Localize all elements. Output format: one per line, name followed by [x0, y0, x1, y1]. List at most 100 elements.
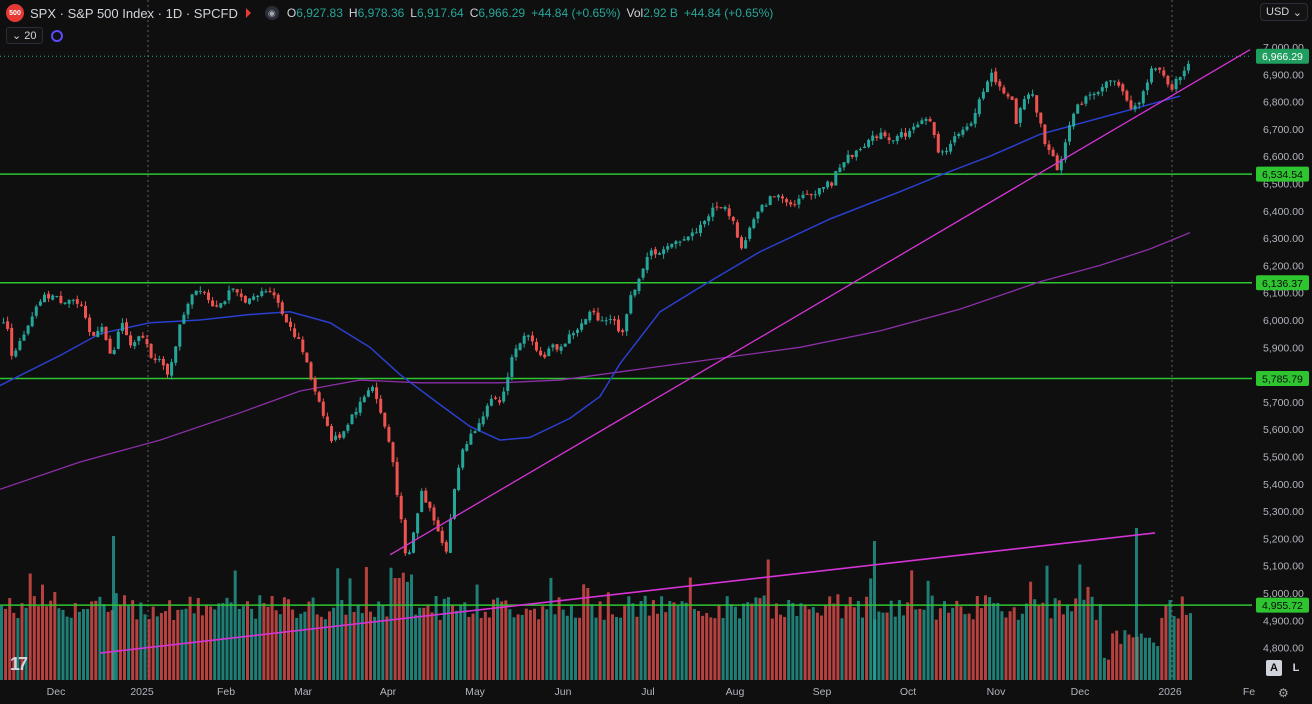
- candle-body: [432, 507, 436, 521]
- candle-body: [998, 81, 1002, 87]
- candle-body: [461, 449, 465, 468]
- volume-bar: [811, 607, 815, 680]
- candle-body: [916, 124, 920, 128]
- candle-body: [703, 220, 707, 225]
- volume-bar: [348, 578, 352, 680]
- candle-body: [871, 135, 875, 141]
- candle-body: [1100, 87, 1104, 92]
- flag-icon[interactable]: [245, 8, 251, 18]
- x-axis-tick: 2025: [130, 686, 154, 698]
- sma-long-line: [0, 232, 1191, 490]
- candle-body: [289, 321, 292, 328]
- y-axis-tick: 5,700.00: [1263, 397, 1304, 409]
- symbol-title[interactable]: SPX · S&P 500 Index · 1D · SPCFD: [30, 5, 238, 21]
- candle-body: [1022, 99, 1026, 110]
- candle-body: [387, 426, 391, 442]
- volume-bar: [401, 572, 405, 680]
- volume-bar: [676, 605, 680, 680]
- volume-bar: [123, 595, 126, 680]
- candle-body: [371, 386, 374, 391]
- y-axis-tick: 5,000.00: [1263, 588, 1304, 600]
- candle-body: [1178, 77, 1182, 81]
- visibility-icon[interactable]: ◉: [264, 6, 279, 20]
- candle-body: [178, 324, 182, 347]
- volume-bar: [967, 613, 971, 680]
- volume-bar: [258, 595, 262, 680]
- volume-bar: [483, 611, 487, 680]
- candle-body: [157, 358, 161, 360]
- volume-bar: [492, 599, 495, 680]
- candle-body: [797, 198, 801, 205]
- candle-body: [834, 171, 838, 186]
- volume-bar: [32, 596, 36, 680]
- x-axis-tick: Apr: [380, 686, 397, 698]
- volume-bar: [463, 602, 467, 680]
- auto-scale-button[interactable]: A: [1266, 660, 1282, 676]
- candle-body: [1141, 91, 1145, 104]
- price-label: 6,966.29: [1262, 51, 1303, 63]
- volume-bar: [336, 568, 340, 680]
- indicator-toggle[interactable]: ⌄ 20: [6, 27, 43, 44]
- volume-bar: [479, 617, 483, 680]
- candle-body: [576, 329, 579, 333]
- candle-body: [842, 162, 846, 168]
- volume-bar: [65, 616, 69, 680]
- volume-bar: [319, 616, 323, 680]
- volume-bar: [840, 618, 844, 680]
- currency-select[interactable]: USD ⌄: [1260, 3, 1308, 21]
- y-axis-tick: 6,100.00: [1263, 288, 1304, 300]
- candle-body: [1080, 103, 1084, 105]
- gear-icon[interactable]: ⚙: [1278, 686, 1289, 700]
- volume-bar: [135, 619, 139, 680]
- volume-bar: [1029, 581, 1033, 680]
- volume-bar: [635, 616, 639, 680]
- candle-body: [518, 343, 522, 350]
- candle-body: [481, 416, 485, 425]
- volume-bar: [442, 598, 446, 680]
- volume-bar: [688, 577, 692, 680]
- volume-bar: [770, 618, 774, 680]
- volume-bar: [565, 615, 569, 680]
- tradingview-logo[interactable]: 17: [10, 654, 28, 674]
- candle-body: [141, 335, 145, 338]
- volume-bar: [1111, 633, 1115, 680]
- log-scale-button[interactable]: L: [1292, 662, 1300, 674]
- volume-bar: [877, 611, 881, 680]
- candle-body: [945, 151, 948, 153]
- candle-body: [686, 236, 690, 241]
- volume-bar: [528, 610, 532, 680]
- price-label-box: [1256, 166, 1309, 182]
- y-axis-tick: 5,500.00: [1263, 452, 1304, 464]
- y-axis-tick: 6,300.00: [1263, 233, 1304, 245]
- candle-body: [608, 318, 612, 320]
- candle-body: [375, 387, 379, 400]
- volume-bar: [881, 612, 885, 680]
- volume-bar: [414, 614, 418, 680]
- volume-bar: [487, 617, 491, 680]
- volume-bar: [12, 612, 16, 680]
- candle-body: [1150, 68, 1153, 83]
- volume-bar: [664, 612, 668, 680]
- candle-body: [284, 314, 288, 323]
- candle-body: [748, 227, 752, 239]
- volume-bar: [512, 617, 516, 680]
- volume-bar: [824, 605, 828, 680]
- candle-body: [1154, 68, 1158, 70]
- volume-bar: [127, 605, 131, 680]
- candle-body: [891, 140, 895, 142]
- candle-body: [391, 442, 395, 463]
- candle-body: [719, 207, 723, 209]
- volume-bar: [184, 608, 188, 680]
- volume-bar: [762, 595, 766, 680]
- candle-body: [88, 317, 92, 333]
- volume-bar: [803, 604, 807, 680]
- volume-bar: [1107, 659, 1110, 680]
- candle-body: [1043, 124, 1047, 144]
- volume-bar: [426, 604, 430, 680]
- candle-body: [10, 327, 14, 356]
- candle-body: [407, 552, 411, 555]
- candle-body: [22, 334, 26, 341]
- candle-body: [485, 405, 489, 417]
